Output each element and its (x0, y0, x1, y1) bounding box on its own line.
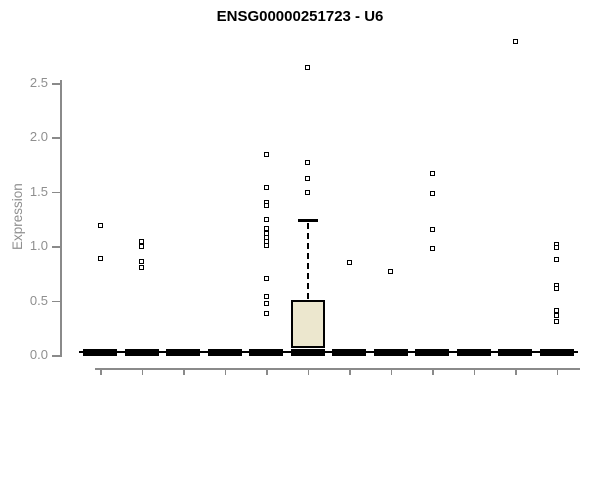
outlier-point (305, 65, 310, 71)
x-axis-tick (266, 368, 268, 375)
x-axis-tick (556, 368, 558, 375)
outlier-point (263, 203, 269, 209)
y-axis-tick (52, 246, 60, 248)
collapsed-box-bar (249, 348, 283, 356)
outlier-point (554, 307, 559, 313)
collapsed-box-bar (166, 348, 200, 356)
outlier-point (554, 313, 559, 319)
x-axis-tick (473, 368, 475, 375)
x-axis-tick (224, 368, 226, 375)
collapsed-box-bar (456, 348, 491, 356)
y-axis-tick (52, 137, 60, 139)
outlier-point (512, 39, 518, 45)
y-axis-tick (52, 191, 60, 194)
x-axis-tick (307, 368, 309, 375)
outlier-point (263, 184, 269, 190)
collapsed-box-bar (124, 348, 159, 356)
outlier-point (346, 260, 352, 266)
outlier-point (263, 301, 269, 307)
outlier-point (139, 258, 144, 264)
outlier-point (139, 243, 144, 249)
x-axis-tick (432, 368, 434, 375)
outlier-point (305, 176, 310, 182)
whisker-line (306, 223, 309, 299)
x-axis-tick (183, 368, 185, 375)
outlier-point (263, 276, 269, 282)
outlier-point (263, 311, 269, 317)
collapsed-box-bar (332, 348, 366, 356)
y-axis-tick-label: 0.0 (29, 347, 48, 362)
outlier-point (139, 265, 144, 271)
y-axis-tick-label: 2.0 (29, 129, 48, 145)
outlier-point (263, 242, 269, 248)
y-axis-tick (52, 300, 60, 303)
outlier-point (554, 318, 559, 324)
x-axis-tick (100, 368, 102, 375)
outlier-point (97, 223, 103, 229)
outlier-point (388, 268, 393, 274)
collapsed-box-bar (207, 348, 242, 356)
y-axis-tick-label: 2.5 (29, 75, 48, 90)
x-axis-tick (515, 368, 517, 375)
collapsed-box-bar (539, 348, 574, 356)
collapsed-box-bar (83, 348, 117, 356)
y-axis-tick-label: 1.0 (29, 238, 48, 254)
outlier-point (263, 293, 269, 299)
y-axis-tick-label: 1.5 (29, 183, 48, 199)
collapsed-box-bar (498, 348, 532, 356)
y-axis-tick (52, 83, 60, 85)
chart-title: ENSG00000251723 - U6 (216, 8, 384, 25)
x-axis-tick (141, 368, 143, 375)
outlier-point (554, 244, 559, 250)
outlier-point (429, 191, 435, 197)
outlier-point (305, 190, 310, 196)
outlier-point (554, 286, 559, 292)
outlier-point (429, 227, 435, 233)
collapsed-box-bar (290, 348, 325, 356)
box-iqr (290, 299, 325, 349)
outlier-point (263, 152, 269, 158)
x-axis-tick (349, 368, 351, 375)
y-axis-tick (52, 355, 60, 357)
outlier-point (97, 255, 103, 261)
outlier-point (554, 256, 559, 262)
y-axis-tick-label: 0.5 (29, 292, 48, 308)
y-axis-line (60, 80, 62, 357)
x-axis-tick (390, 368, 392, 375)
x-axis-line (95, 368, 580, 370)
outlier-point (429, 170, 435, 176)
whisker-cap (297, 219, 318, 222)
outlier-point (429, 245, 435, 251)
collapsed-box-bar (415, 348, 449, 356)
outlier-point (305, 159, 310, 165)
outlier-point (263, 216, 269, 222)
collapsed-box-bar (373, 348, 408, 356)
